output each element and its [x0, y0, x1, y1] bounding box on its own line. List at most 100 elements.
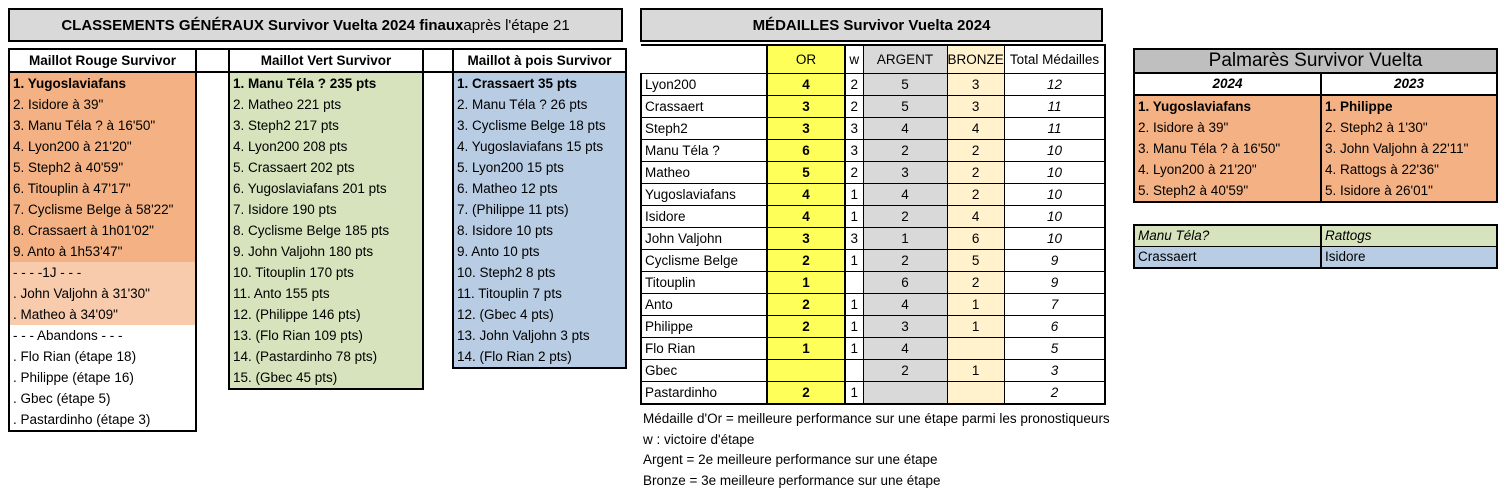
medal-row: Pastardinho 2 1 2 — [640, 381, 1107, 405]
palmares-2023-item: 3. John Valjohn à 22'11" — [1325, 141, 1469, 156]
maillot-pois-item: 1. Crassaert 35 pts — [457, 76, 578, 91]
maillot-vert-item: 13. (Flo Rian 109 pts) — [233, 328, 363, 343]
maillot-rouge-item: 1. Yugoslaviafans — [10, 73, 195, 94]
palmares-2023-item: 4. Rattogs à 22'36" — [1325, 162, 1439, 177]
polka-jersey-winners-row: Crassaert Isidore — [1135, 247, 1496, 267]
medal-row: Yugoslaviafans 4 1 4 2 10 — [640, 183, 1107, 206]
medal-cell-w: 2 — [844, 161, 864, 184]
maillot-rouge-item: 4. Lyon200 à 21'20" — [10, 136, 195, 157]
maillot-vert-list: 1. Manu Téla ? 235 pts 2. Matheo 221 pts 3… — [228, 73, 424, 390]
medal-row: Gbec 2 1 3 — [640, 359, 1107, 382]
maillot-pois-item: 13. John Valjohn 3 pts — [457, 328, 590, 343]
medal-cell-or — [766, 359, 846, 382]
medal-cell-total: 9 — [1003, 249, 1107, 272]
maillot-rouge-item: - - - Abandons - - - — [10, 325, 195, 346]
medal-cell-name: Steph2 — [640, 117, 768, 140]
maillot-rouge-item: 3. Manu Téla ? à 16'50" — [10, 115, 195, 136]
green-jersey-winners-row: Manu Téla? Rattogs — [1135, 226, 1496, 247]
maillot-rouge-header: Maillot Rouge Survivor — [8, 48, 197, 73]
maillot-pois-item: 12. (Gbec 4 pts) — [457, 307, 554, 322]
medailles-title-banner: MÉDAILLES Survivor Vuelta 2024 — [640, 8, 1103, 42]
classements-title-rest: après l'étape 21 — [463, 16, 570, 34]
maillot-vert-item: 7. Isidore 190 pts — [233, 202, 337, 217]
palmares-2024-item: 4. Lyon200 à 21'20" — [1138, 162, 1257, 177]
medal-cell-bronze: 1 — [946, 315, 1005, 338]
palmares-year-row: 2024 2023 — [1133, 74, 1498, 96]
palmares-lists: 1. Yugoslaviafans 2. Isidore à 39" 3. Manu… — [1133, 96, 1498, 203]
palmares-year-2023: 2023 — [1393, 76, 1425, 91]
medal-cell-bronze: 2 — [946, 161, 1005, 184]
palmares-2024-item: 5. Steph2 à 40'59" — [1138, 183, 1249, 198]
medal-cell-argent — [862, 381, 948, 405]
medal-cell-w: 1 — [844, 381, 864, 405]
medal-cell-argent: 4 — [862, 293, 948, 316]
maillot-vert-item: 10. Titouplin 170 pts — [233, 265, 354, 280]
medal-cell-or: 3 — [766, 95, 846, 118]
medal-cell-argent: 4 — [862, 183, 948, 206]
medal-cell-name: Pastardinho — [640, 381, 768, 405]
medal-row: Cyclisme Belge 2 1 2 5 9 — [640, 249, 1107, 272]
medal-header-total: Total Médailles — [1003, 44, 1107, 74]
maillot-pois-item: 10. Steph2 8 pts — [457, 265, 556, 280]
header-gap-cell — [424, 48, 452, 73]
maillot-vert-item: 11. Anto 155 pts — [233, 286, 330, 301]
maillot-rouge-item: 2. Isidore à 39" — [10, 94, 195, 115]
maillot-rouge-item: 9. Anto à 1h53'47" — [10, 241, 195, 262]
medal-cell-name: Matheo — [640, 161, 768, 184]
medal-cell-or: 1 — [766, 337, 846, 360]
medal-cell-name: Philippe — [640, 315, 768, 338]
medal-cell-total: 3 — [1003, 359, 1107, 382]
medal-cell-or: 4 — [766, 205, 846, 228]
legend-line: Médaille d'Or = meilleure performance su… — [643, 411, 1110, 426]
medal-cell-bronze: 5 — [946, 249, 1005, 272]
medal-cell-argent: 5 — [862, 73, 948, 96]
medal-cell-total: 2 — [1003, 381, 1107, 405]
legend-line: Argent = 2e meilleure performance sur un… — [643, 452, 938, 467]
medal-row: Titouplin 1 6 2 9 — [640, 271, 1107, 294]
palmares-2023-item: 1. Philippe — [1325, 99, 1393, 114]
palmares-2023-item: 2. Steph2 à 1'30" — [1325, 120, 1428, 135]
medal-cell-name: Manu Téla ? — [640, 139, 768, 162]
medal-cell-argent: 4 — [862, 337, 948, 360]
maillot-rouge-item: 7. Cyclisme Belge à 58'22" — [10, 199, 195, 220]
medal-cell-bronze: 2 — [946, 183, 1005, 206]
medal-cell-total: 10 — [1003, 139, 1107, 162]
legend-line: w : victoire d'étape — [643, 431, 755, 447]
palmares-title-banner: Palmarès Survivor Vuelta — [1133, 48, 1498, 74]
medal-cell-w: 1 — [844, 337, 864, 360]
maillot-vert-item: 3. Steph2 217 pts — [233, 118, 339, 133]
palmares-2024-item: 3. Manu Téla ? à 16'50" — [1138, 141, 1281, 156]
maillot-pois-item: 7. (Philippe 11 pts) — [457, 202, 569, 217]
medal-cell-name: Yugoslaviafans — [640, 183, 768, 206]
medal-cell-bronze: 2 — [946, 139, 1005, 162]
maillot-vert-item: 2. Matheo 221 pts — [233, 97, 342, 112]
medal-header-or: OR — [766, 44, 846, 74]
medal-cell-name: Crassaert — [640, 95, 768, 118]
medal-cell-or: 2 — [766, 293, 846, 316]
medal-cell-or: 3 — [766, 117, 846, 140]
medal-cell-w: 3 — [844, 139, 864, 162]
medailles-header-row: OR w ARGENT BRONZE Total Médailles — [641, 44, 1107, 74]
maillot-rouge-item: 6. Titouplin à 47'17" — [10, 178, 195, 199]
medal-cell-w: 1 — [844, 249, 864, 272]
maillot-vert-item: 9. John Valjohn 180 pts — [233, 244, 374, 259]
medal-header-w: w — [844, 44, 864, 74]
maillot-rouge-item: 8. Crassaert à 1h01'02" — [10, 220, 195, 241]
medal-cell-name: Isidore — [640, 205, 768, 228]
maillot-vert-item: 4. Lyon200 208 pts — [233, 139, 348, 154]
maillot-rouge-item: . Matheo à 34'09" — [10, 304, 195, 325]
green-winner-2023: Rattogs — [1325, 228, 1372, 243]
maillot-pois-list: 1. Crassaert 35 pts 2. Manu Téla ? 26 pts… — [452, 73, 627, 369]
polka-winner-2024: Crassaert — [1135, 247, 1322, 267]
medal-row: Anto 2 1 4 1 7 — [640, 293, 1107, 316]
maillot-vert-item: 6. Yugoslaviafans 201 pts — [233, 181, 387, 196]
medailles-table: OR w ARGENT BRONZE Total Médailles Lyon2… — [640, 44, 1107, 405]
medal-cell-bronze: 1 — [946, 293, 1005, 316]
maillot-vert-item: 12. (Philippe 146 pts) — [233, 307, 361, 322]
medal-cell-or: 5 — [766, 161, 846, 184]
palmares-list-2024: 1. Yugoslaviafans 2. Isidore à 39" 3. Manu… — [1135, 96, 1322, 201]
medal-header-bronze: BRONZE — [946, 44, 1005, 74]
medal-cell-total: 11 — [1003, 95, 1107, 118]
maillot-pois-item: 5. Lyon200 15 pts — [457, 160, 564, 175]
medal-cell-or: 1 — [766, 271, 846, 294]
